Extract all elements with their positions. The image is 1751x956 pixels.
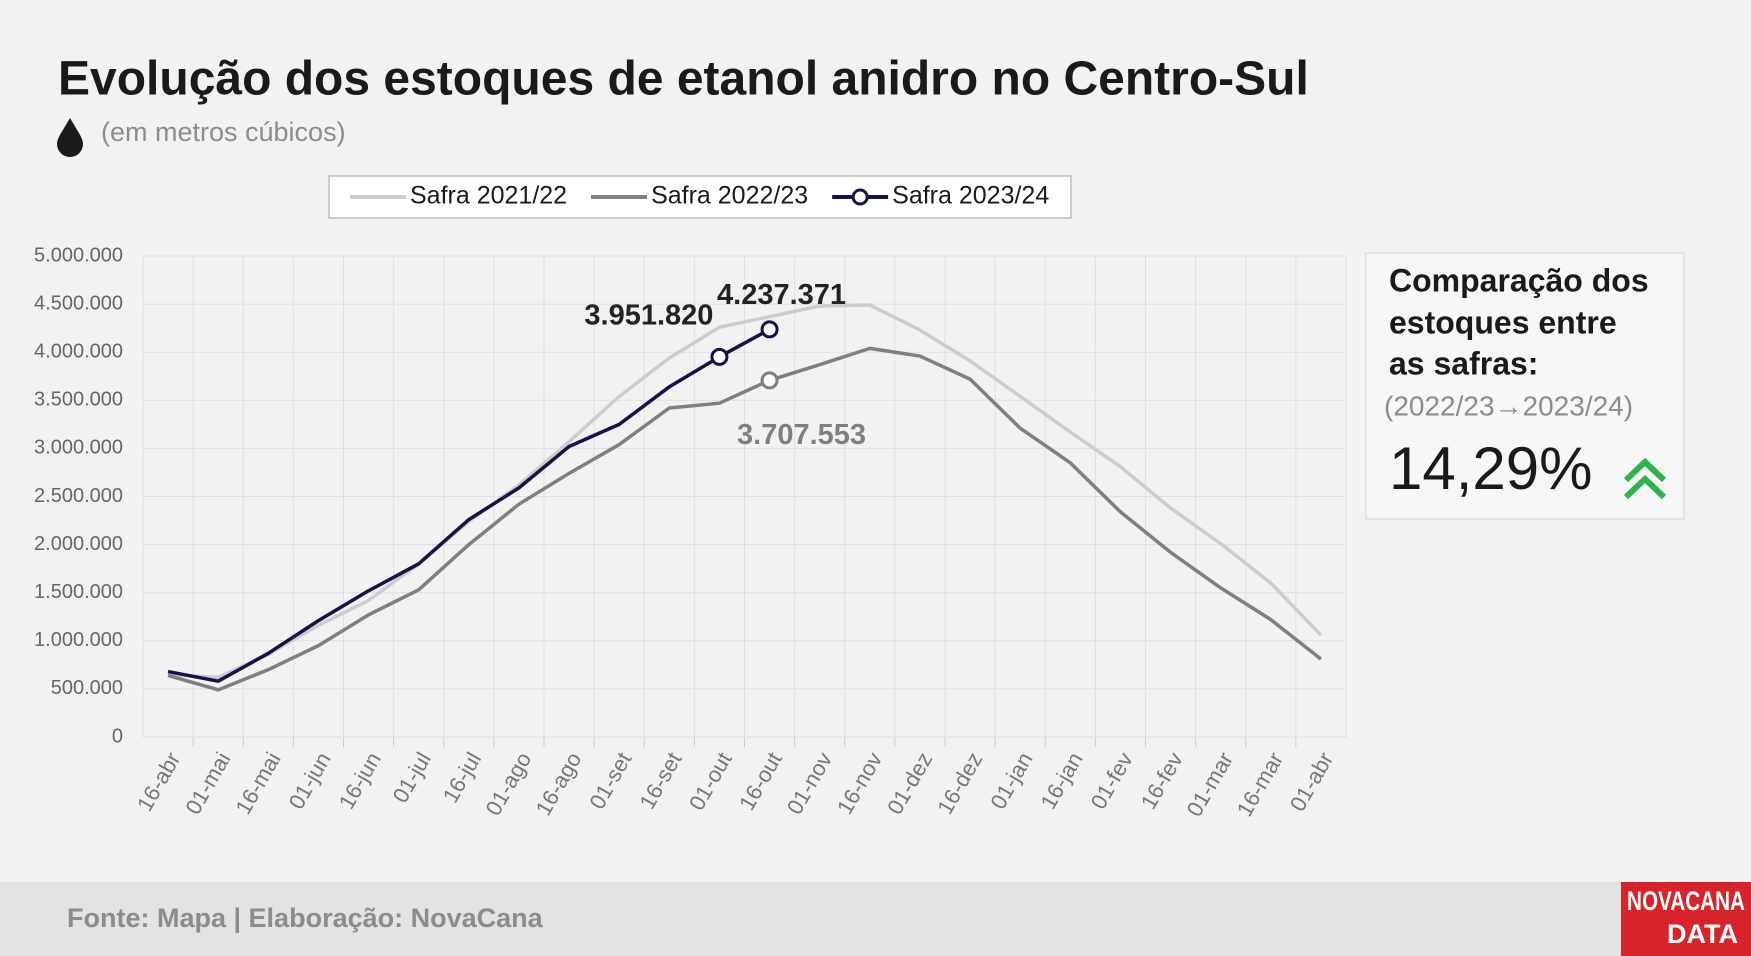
y-tick-label: 2.500.000 bbox=[34, 485, 123, 507]
chart-title: Evolução dos estoques de etanol anidro n… bbox=[58, 53, 1309, 106]
drop-icon bbox=[57, 118, 83, 157]
up-arrow-icon bbox=[1623, 457, 1667, 500]
y-tick-label: 1.000.000 bbox=[34, 629, 123, 651]
chart-subtitle: (em metros cúbicos) bbox=[101, 117, 346, 147]
marker bbox=[760, 320, 779, 339]
legend-marker bbox=[851, 188, 869, 206]
panel-title: Comparação dos bbox=[1389, 262, 1649, 298]
panel-period: (2022/23→2023/24) bbox=[1384, 390, 1633, 421]
legend-label: Safra 2021/22 bbox=[410, 182, 567, 210]
y-tick-label: 3.500.000 bbox=[34, 389, 123, 411]
y-tick-label: 2.000.000 bbox=[34, 533, 123, 555]
source: Fonte: Mapa | Elaboração: NovaCana bbox=[67, 903, 544, 933]
series-line bbox=[167, 346, 1323, 692]
data-label: 3.707.553 bbox=[737, 419, 866, 451]
data-label: 3.951.820 bbox=[584, 299, 713, 331]
series-line bbox=[167, 327, 771, 683]
brand-logo bbox=[1621, 882, 1751, 956]
y-tick-label: 5.000.000 bbox=[34, 244, 123, 266]
y-tick-label: 4.500.000 bbox=[34, 292, 123, 314]
y-tick-label: 0 bbox=[112, 725, 123, 747]
y-tick-label: 1.500.000 bbox=[34, 581, 123, 603]
y-tick-label: 4.000.000 bbox=[34, 340, 123, 362]
data-label: 4.237.371 bbox=[717, 279, 846, 311]
panel-title: estoques entre bbox=[1389, 304, 1617, 340]
series-line bbox=[167, 303, 1323, 680]
legend-label: Safra 2023/24 bbox=[892, 182, 1049, 210]
panel-title: as safras: bbox=[1389, 345, 1538, 381]
footer bbox=[0, 882, 1751, 956]
panel-change: 14,29% bbox=[1389, 435, 1593, 502]
brand-text: NOVACANA bbox=[1627, 886, 1745, 916]
y-tick-label: 3.000.000 bbox=[34, 437, 123, 459]
y-tick-label: 500.000 bbox=[51, 677, 123, 699]
legend-label: Safra 2022/23 bbox=[651, 182, 808, 210]
marker bbox=[710, 347, 729, 366]
brand-text: DATA bbox=[1667, 919, 1738, 949]
legend-box bbox=[328, 175, 1072, 219]
marker bbox=[760, 371, 779, 390]
